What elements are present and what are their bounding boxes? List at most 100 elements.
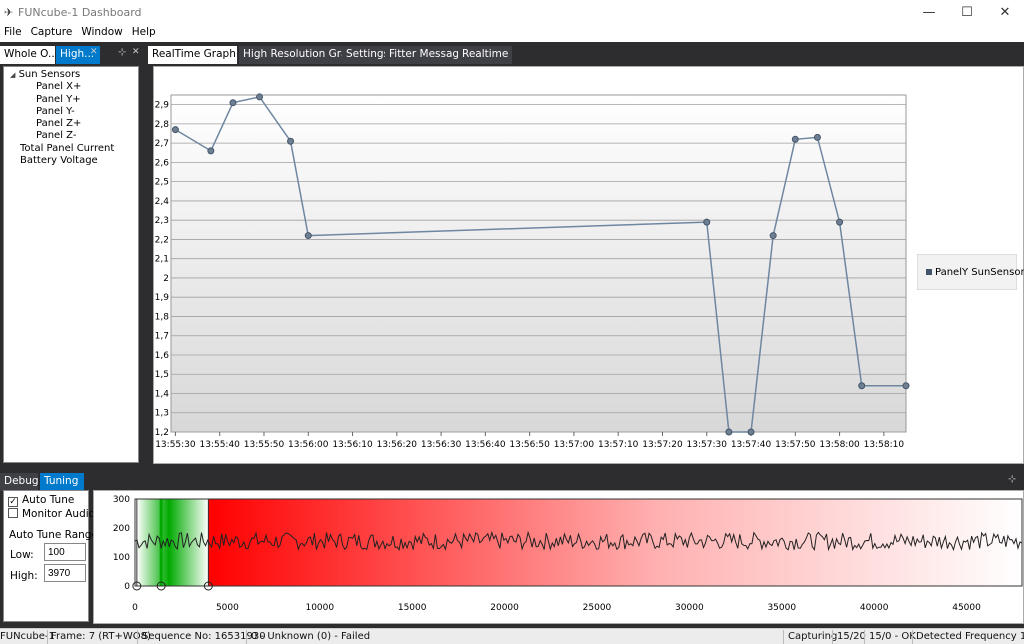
collapse-icon[interactable]: ◢ xyxy=(10,71,16,79)
data-point xyxy=(725,428,733,436)
y-tick-label: 1,9 xyxy=(155,293,170,303)
menu-window[interactable]: Window xyxy=(81,26,123,38)
data-point xyxy=(769,232,777,240)
tree-item-total-panel-current[interactable]: Total Panel Current xyxy=(20,142,115,154)
tab-close-icon[interactable]: ✕ xyxy=(90,47,98,57)
menu-bar: File Capture Window Help xyxy=(0,25,1024,42)
y-tick-label: 1,5 xyxy=(155,370,169,380)
pin-icon[interactable]: ⊹ xyxy=(118,47,127,58)
bottom-pin-icon[interactable]: ⊹ xyxy=(1008,474,1017,485)
status-bar: FUNcube-1 Frame: 7 (RT+WO8) Sequence No:… xyxy=(0,628,1024,644)
separator xyxy=(864,630,865,644)
tab-realtime[interactable]: Realtime xyxy=(458,46,513,64)
x-tick-label: 13:57:40 xyxy=(731,440,772,450)
y-tick-label: 2,3 xyxy=(155,216,169,226)
data-point xyxy=(836,218,844,226)
close-button[interactable]: ✕ xyxy=(999,5,1011,20)
spectrum-y-tick-label: 0 xyxy=(124,582,130,592)
data-point xyxy=(304,232,312,240)
tab-settings[interactable]: Settings xyxy=(342,46,394,64)
menu-capture[interactable]: Capture xyxy=(30,26,73,38)
tree-item-panel-x-plus[interactable]: Panel X+ xyxy=(36,81,82,93)
y-tick-label: 2,4 xyxy=(155,197,170,207)
bottom-tabstrip: Debug Tuning ⊹ xyxy=(0,471,1024,491)
tab-debug[interactable]: Debug xyxy=(0,473,39,491)
x-tick-label: 13:56:00 xyxy=(288,440,329,450)
tree-item-panel-z-minus[interactable]: Panel Z- xyxy=(36,130,77,142)
x-tick-label: 13:56:20 xyxy=(377,440,418,450)
panel-close-icon[interactable]: ✕ xyxy=(132,47,140,57)
status-capturing: Capturing xyxy=(788,631,838,642)
spectrum-x-tick-label: 25000 xyxy=(583,603,612,613)
spectrum-x-tick-label: 35000 xyxy=(767,603,796,613)
spectrum-x-tick-label: 0 xyxy=(132,603,138,613)
x-tick-label: 13:55:50 xyxy=(244,440,285,450)
x-tick-label: 13:56:10 xyxy=(332,440,373,450)
y-tick-label: 1,4 xyxy=(155,389,170,399)
x-tick-label: 13:56:50 xyxy=(509,440,550,450)
y-tick-label: 1,3 xyxy=(155,409,169,419)
spectrum-frame xyxy=(134,498,1023,587)
y-tick-label: 2,1 xyxy=(155,255,169,265)
spectrum-chart: 300 200 100 0 0 5000 10000 15000 20000 25000 3000… xyxy=(113,495,1023,613)
handle-circle[interactable] xyxy=(132,581,142,591)
menu-help[interactable]: Help xyxy=(131,26,156,38)
minimize-button[interactable]: — xyxy=(922,5,936,20)
tree-item-panel-z-plus[interactable]: Panel Z+ xyxy=(36,118,82,130)
y-tick-label: 2,8 xyxy=(155,120,170,130)
x-tick-label: 13:58:00 xyxy=(819,440,860,450)
handle-circle[interactable] xyxy=(156,581,166,591)
monitor-audio-checkbox[interactable]: Monitor Audio xyxy=(8,508,95,520)
data-point xyxy=(256,93,264,101)
tree-item-battery-voltage[interactable]: Battery Voltage xyxy=(20,155,98,167)
chart-legend: PanelY SunSensor xyxy=(917,254,1024,290)
tab-realtime-graph[interactable]: RealTime Graph ✕ xyxy=(148,46,249,64)
data-point xyxy=(287,137,295,145)
spectrum-y-tick-label: 200 xyxy=(113,524,130,534)
y-tick-label: 2,6 xyxy=(155,158,170,168)
data-point xyxy=(171,126,179,134)
x-tick-label: 13:55:40 xyxy=(199,440,240,450)
tree-root[interactable]: ◢ Sun Sensors xyxy=(10,69,138,81)
status-sequence: Sequence No: 16531930 xyxy=(142,631,266,642)
data-point xyxy=(207,147,215,155)
data-point xyxy=(858,382,866,390)
spectrum-container: 300 200 100 0 0 5000 10000 15000 20000 25000 3000… xyxy=(93,490,1024,624)
tree-root-label: Sun Sensors xyxy=(18,69,81,80)
y-tick-label: 2,7 xyxy=(155,139,169,149)
auto-tune-checkbox[interactable]: ✓ Auto Tune xyxy=(8,494,74,507)
separator xyxy=(783,630,784,644)
x-tick-label: 13:57:00 xyxy=(554,440,595,450)
spectrum-y-tick-label: 100 xyxy=(113,553,130,563)
high-input[interactable] xyxy=(44,564,86,582)
handle-circle[interactable] xyxy=(203,581,213,591)
low-input[interactable] xyxy=(44,543,86,561)
tab-tuning[interactable]: Tuning xyxy=(40,473,84,491)
separator xyxy=(912,630,913,644)
plot-area xyxy=(170,94,907,433)
x-tick-label: 13:57:20 xyxy=(642,440,683,450)
app-icon: ✈ xyxy=(4,6,14,19)
tab-high-resolution-graph[interactable]: High Resolution Graph xyxy=(239,46,365,64)
x-tick-label: 13:57:10 xyxy=(598,440,639,450)
spectrum-trace xyxy=(134,530,1023,552)
high-label: High: xyxy=(10,570,38,582)
maximize-button[interactable]: ☐ xyxy=(961,5,973,20)
menu-file[interactable]: File xyxy=(4,26,22,38)
status-decode: 0 - Unknown (0) - Failed xyxy=(251,631,371,642)
tab-whole-orbit[interactable]: Whole O... xyxy=(0,46,58,64)
left-panel: Whole O... High... ✕ ⊹ ✕ ◢ Sun Sensors P… xyxy=(0,44,145,464)
y-tick-label: 1,8 xyxy=(155,312,170,322)
status-count-2: 15/0 - OK xyxy=(869,631,916,642)
legend-label: PanelY SunSensor xyxy=(935,267,1024,278)
x-tick-label: 13:56:40 xyxy=(465,440,506,450)
noise-gradient xyxy=(208,499,1022,586)
checkmark-icon: ✓ xyxy=(8,497,18,507)
tree-item-panel-y-minus[interactable]: Panel Y- xyxy=(36,105,75,117)
tab-high-res[interactable]: High... xyxy=(56,46,100,64)
tree-item-panel-y-plus[interactable]: Panel Y+ xyxy=(36,93,81,105)
legend-swatch xyxy=(926,269,932,275)
spectrum-x-tick-label: 5000 xyxy=(216,603,239,613)
tab-fitter-messages[interactable]: Fitter Messages xyxy=(385,46,476,64)
data-point xyxy=(813,133,821,141)
